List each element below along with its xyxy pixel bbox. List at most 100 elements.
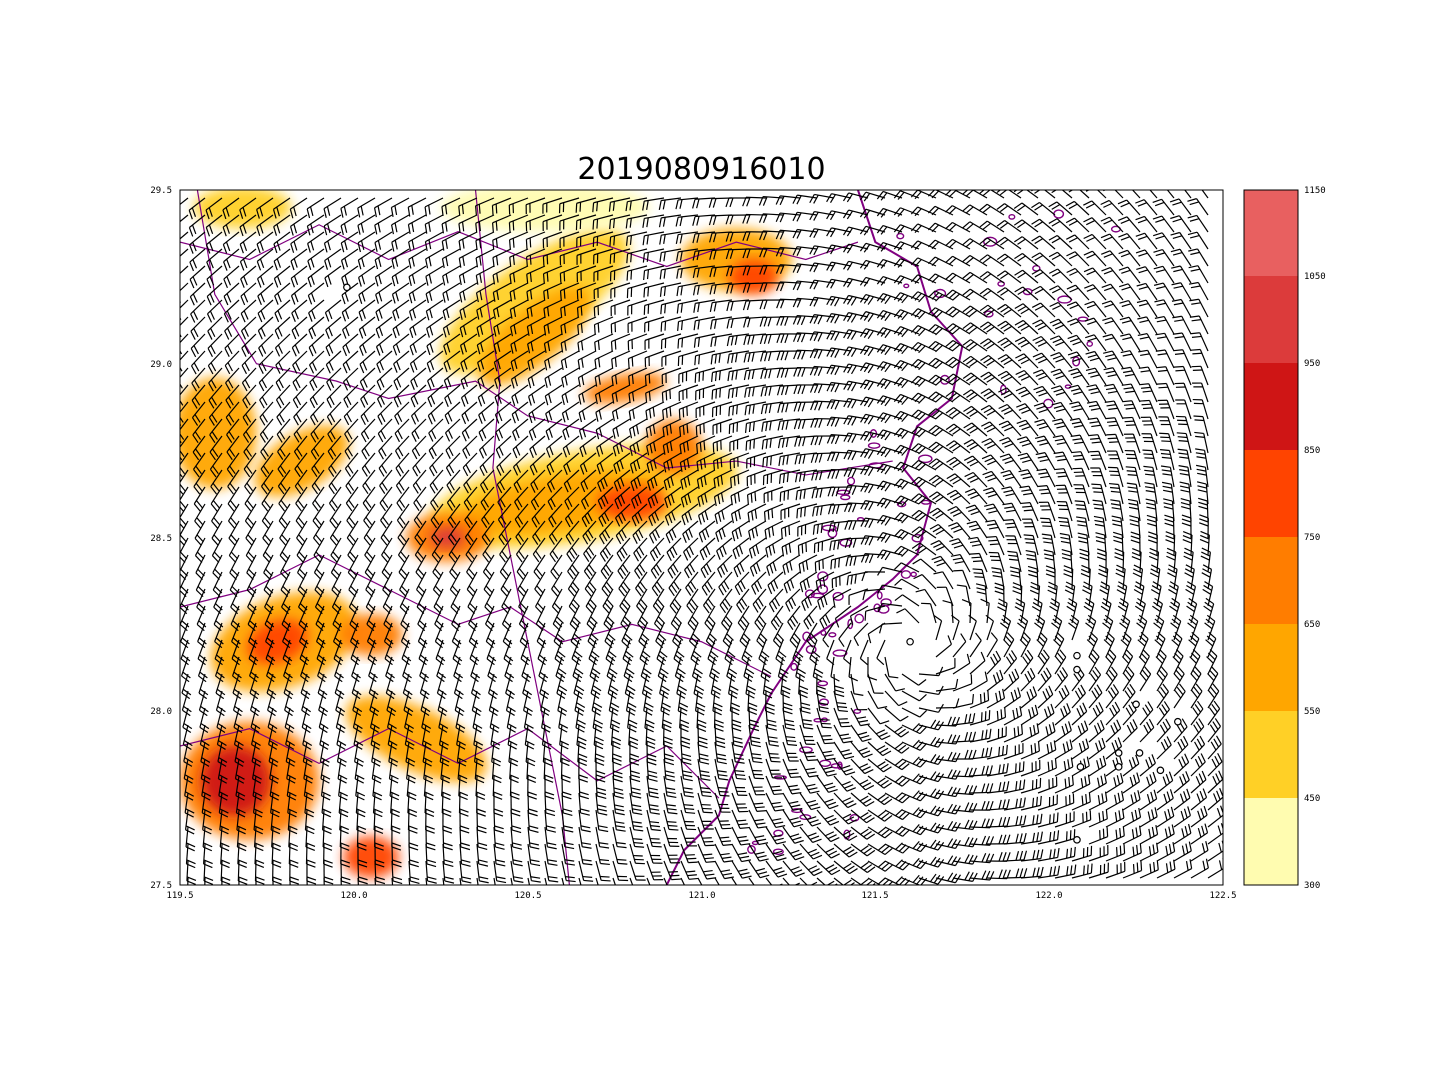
wind-barb — [492, 299, 512, 320]
wind-barb — [476, 826, 488, 851]
wind-barb — [277, 452, 291, 478]
wind-barb — [526, 316, 546, 336]
wind-barb — [225, 367, 240, 392]
wind-barb — [408, 248, 427, 269]
colorbar-label: 550 — [1304, 707, 1320, 717]
wind-barb — [427, 384, 444, 408]
wind-barb — [196, 605, 207, 632]
wind-barb — [354, 741, 364, 767]
wind-barb — [244, 469, 257, 495]
terrain-patch — [430, 527, 466, 548]
wind-barb — [258, 367, 274, 392]
island-outline — [840, 494, 851, 501]
wind-barb — [269, 775, 280, 801]
wind-barb — [273, 248, 291, 271]
wind-barb — [373, 809, 384, 834]
wind-barb — [207, 350, 223, 375]
wind-barb — [528, 384, 546, 406]
wind-barb — [493, 809, 504, 834]
island-outline — [939, 374, 950, 385]
wind-barb — [326, 401, 342, 426]
wind-barb — [429, 469, 444, 494]
island-outline — [817, 680, 829, 687]
wind-barb — [416, 571, 427, 597]
wind-barb — [240, 316, 257, 340]
wind-barb — [206, 282, 223, 306]
calm-wind-marker — [1114, 763, 1123, 771]
colorbar-label: 450 — [1304, 794, 1320, 804]
wind-barb — [188, 214, 206, 237]
wind-barb — [491, 214, 512, 233]
wind-barb — [378, 452, 393, 477]
x-tick-label: 122.5 — [1209, 891, 1236, 901]
wind-barb — [510, 367, 529, 389]
wind-barb — [448, 520, 461, 546]
wind-barb — [384, 639, 395, 666]
wind-barb — [465, 537, 478, 563]
wind-barb — [453, 656, 464, 683]
wind-barb — [324, 248, 342, 270]
wind-barb — [180, 452, 189, 478]
wind-barb — [265, 639, 276, 666]
wind-barb — [408, 299, 427, 321]
wind-barb — [329, 503, 342, 529]
wind-barb — [530, 469, 546, 493]
wind-barb — [197, 656, 208, 683]
wind-barb — [517, 571, 529, 597]
wind-barb — [340, 197, 359, 218]
wind-barb — [444, 401, 461, 425]
x-tick-label: 121.0 — [688, 891, 715, 901]
wind-barb — [242, 401, 257, 426]
wind-barb — [343, 384, 359, 408]
wind-barb — [408, 877, 411, 885]
wind-barb — [252, 792, 263, 818]
calm-wind-marker — [906, 637, 914, 646]
wind-barb — [438, 707, 449, 733]
wind-barb — [189, 265, 206, 289]
wind-barb — [464, 503, 478, 529]
wind-barb — [445, 435, 461, 459]
wind-barb — [459, 316, 478, 338]
wind-barb — [336, 741, 347, 767]
wind-barb — [309, 384, 325, 409]
island-outline — [1086, 340, 1094, 347]
wind-barb — [312, 520, 325, 546]
wind-barb — [544, 809, 556, 833]
island-outline — [810, 592, 825, 599]
wind-barb — [271, 843, 282, 868]
wind-barb — [527, 860, 541, 883]
wind-barb — [256, 197, 274, 219]
wind-barb — [408, 282, 427, 304]
wind-barb — [227, 469, 240, 495]
wind-barb — [204, 877, 206, 885]
wind-barb — [345, 486, 359, 512]
wind-barb — [211, 520, 223, 546]
wind-barb — [180, 282, 189, 303]
wind-barb — [207, 316, 223, 340]
wind-barb — [290, 282, 308, 305]
wind-barb — [460, 367, 478, 390]
wind-barb — [576, 265, 597, 283]
wind-barb — [411, 418, 427, 442]
wind-barb — [255, 877, 257, 885]
wind-barb — [374, 843, 385, 868]
wind-barb — [299, 622, 309, 649]
wind-barb — [482, 554, 495, 580]
wind-barb — [239, 197, 257, 219]
wind-barb — [521, 656, 532, 683]
wind-barb — [525, 248, 546, 267]
calm-wind-marker — [1073, 836, 1081, 844]
wind-barb — [479, 452, 495, 476]
y-tick-label: 28.0 — [150, 707, 172, 717]
wind-barb — [493, 333, 512, 355]
wind-barb — [248, 639, 259, 666]
wind-barb — [394, 435, 410, 460]
wind-barb — [545, 418, 563, 441]
wind-barb — [381, 554, 393, 580]
wind-barb — [358, 299, 376, 322]
wind-barb — [323, 843, 333, 868]
wind-barb — [475, 214, 495, 233]
wind-barb — [572, 656, 584, 683]
terrain-patch — [597, 485, 667, 521]
wind-barb — [442, 282, 461, 303]
